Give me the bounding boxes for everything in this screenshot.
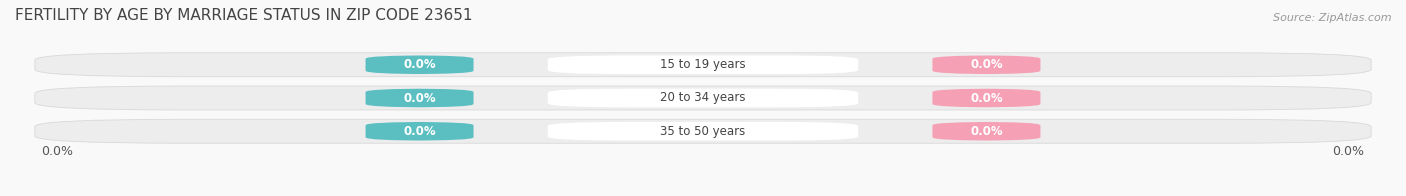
FancyBboxPatch shape <box>366 122 474 141</box>
Text: 20 to 34 years: 20 to 34 years <box>661 92 745 104</box>
Text: 0.0%: 0.0% <box>404 92 436 104</box>
FancyBboxPatch shape <box>35 119 1371 143</box>
Text: 0.0%: 0.0% <box>404 125 436 138</box>
Text: 15 to 19 years: 15 to 19 years <box>661 58 745 71</box>
FancyBboxPatch shape <box>35 86 1371 110</box>
FancyBboxPatch shape <box>932 89 1040 107</box>
FancyBboxPatch shape <box>932 122 1040 141</box>
Text: 0.0%: 0.0% <box>1333 145 1364 158</box>
FancyBboxPatch shape <box>548 55 858 74</box>
Text: FERTILITY BY AGE BY MARRIAGE STATUS IN ZIP CODE 23651: FERTILITY BY AGE BY MARRIAGE STATUS IN Z… <box>14 8 472 23</box>
FancyBboxPatch shape <box>548 122 858 141</box>
Text: 35 to 50 years: 35 to 50 years <box>661 125 745 138</box>
Text: 0.0%: 0.0% <box>970 125 1002 138</box>
FancyBboxPatch shape <box>932 55 1040 74</box>
Text: 0.0%: 0.0% <box>42 145 73 158</box>
FancyBboxPatch shape <box>548 89 858 107</box>
FancyBboxPatch shape <box>35 53 1371 77</box>
Text: Source: ZipAtlas.com: Source: ZipAtlas.com <box>1272 13 1392 23</box>
Text: 0.0%: 0.0% <box>970 58 1002 71</box>
Text: 0.0%: 0.0% <box>404 58 436 71</box>
FancyBboxPatch shape <box>366 89 474 107</box>
FancyBboxPatch shape <box>366 55 474 74</box>
Text: 0.0%: 0.0% <box>970 92 1002 104</box>
Legend: Married, Unmarried: Married, Unmarried <box>620 192 786 196</box>
